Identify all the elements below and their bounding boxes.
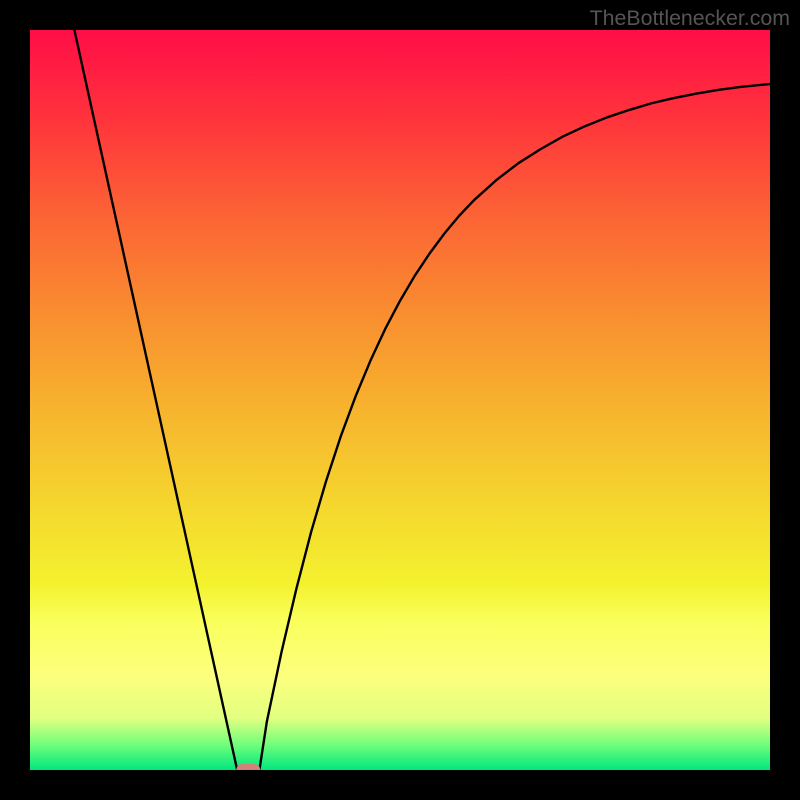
- valley-marker: [236, 764, 260, 770]
- chart-background: [30, 30, 770, 770]
- chart-svg: [30, 30, 770, 770]
- chart-frame: TheBottlenecker.com: [0, 0, 800, 800]
- watermark-text: TheBottlenecker.com: [590, 6, 790, 31]
- plot-area: [30, 30, 770, 770]
